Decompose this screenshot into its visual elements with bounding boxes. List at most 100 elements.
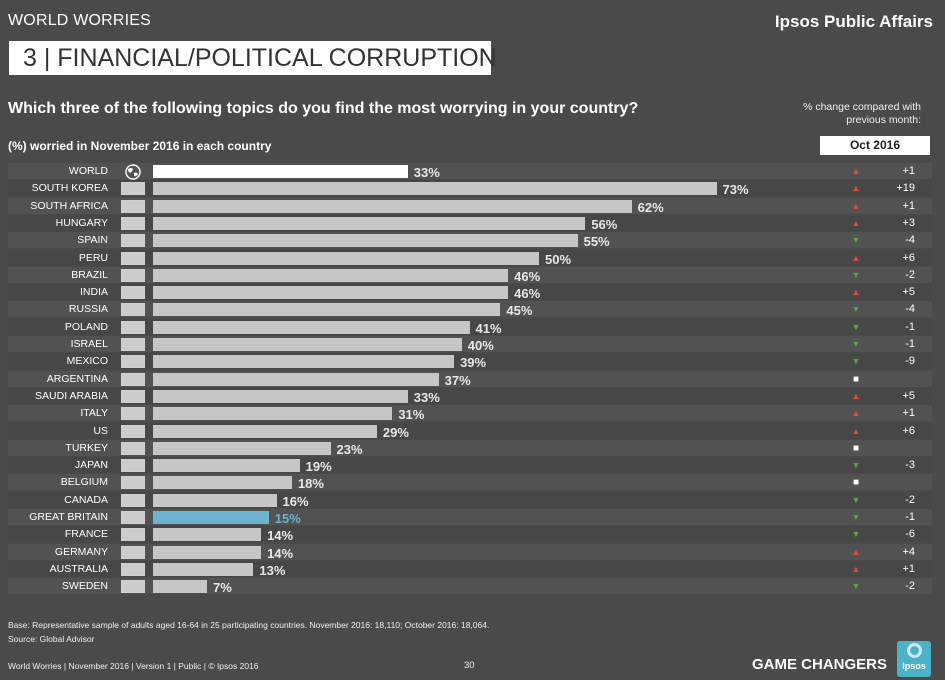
flag-icon xyxy=(121,511,145,524)
category-label: SOUTH KOREA xyxy=(31,182,108,195)
data-label: 15% xyxy=(274,511,301,526)
bar xyxy=(153,199,632,213)
bar xyxy=(153,424,377,438)
bar xyxy=(153,303,501,317)
bar xyxy=(153,389,408,403)
flag-icon xyxy=(121,562,145,576)
data-label: 46% xyxy=(514,268,541,284)
row-stripe xyxy=(8,318,932,335)
data-label: 45% xyxy=(506,303,533,319)
bar xyxy=(153,476,292,490)
flag-icon xyxy=(121,372,145,386)
change-value: -1 xyxy=(905,511,915,523)
flag-icon xyxy=(121,234,145,248)
data-label: 50% xyxy=(545,251,572,267)
bar xyxy=(153,338,462,351)
change-value: +5 xyxy=(902,389,915,402)
bar xyxy=(153,286,509,300)
row-stripe xyxy=(8,405,932,422)
change-value: -9 xyxy=(905,355,915,368)
change-value: +19 xyxy=(896,182,915,195)
chart-row: GREAT BRITAIN 15% ▼ -1 xyxy=(0,509,945,526)
bar xyxy=(153,545,262,559)
square-icon: ■ xyxy=(852,442,860,454)
data-label: 14% xyxy=(267,545,294,561)
category-label: SAUDI ARABIA xyxy=(35,389,108,402)
row-stripe xyxy=(8,474,932,491)
chart-row: RUSSIA 45% ▼ -4 xyxy=(0,301,945,318)
change-value: +1 xyxy=(902,562,915,575)
category-label: GREAT BRITAIN xyxy=(29,511,108,523)
triangle-down-icon: ▼ xyxy=(851,321,861,332)
ipsos-logo: Ipsos xyxy=(897,641,931,677)
row-stripe xyxy=(8,422,932,439)
tagline: GAME CHANGERS xyxy=(751,656,887,673)
category-label: SOUTH AFRICA xyxy=(30,199,108,212)
category-label: CANADA xyxy=(64,493,108,506)
flag-icon xyxy=(121,216,145,230)
data-label: 29% xyxy=(382,424,409,440)
triangle-down-icon: ▼ xyxy=(851,356,861,367)
flag-icon xyxy=(121,251,145,265)
category-label: AUSTRALIA xyxy=(49,562,108,575)
logo-text: Ipsos xyxy=(902,661,926,671)
data-label: 37% xyxy=(444,372,471,388)
chart-row: US 29% ▲ +6 xyxy=(0,422,945,440)
flag-icon xyxy=(121,303,145,317)
data-label: 23% xyxy=(336,441,363,457)
data-label: 62% xyxy=(637,199,664,215)
chart-row: SPAIN 55% ▼ -4 xyxy=(0,232,945,249)
row-stripe xyxy=(8,560,932,577)
triangle-up-icon: ▲ xyxy=(851,408,861,419)
category-label: BRAZIL xyxy=(71,268,108,281)
chart-row: ITALY 31% ▲ +1 xyxy=(0,405,945,422)
category-label: ARGENTINA xyxy=(46,372,108,385)
change-value: -2 xyxy=(905,268,915,281)
chart-row: AUSTRALIA 13% ▲ +1 xyxy=(0,560,945,578)
chart-row: INDIA 46% ▲ +5 xyxy=(0,284,945,301)
flag-icon xyxy=(121,528,145,542)
category-label: JAPAN xyxy=(74,459,108,472)
flag-icon xyxy=(121,182,145,196)
triangle-up-icon: ▲ xyxy=(851,563,861,574)
flag-icon xyxy=(121,320,145,334)
row-stripe xyxy=(8,163,932,179)
footer-info: World Worries | November 2016 | Version … xyxy=(8,661,259,671)
category-label: GERMANY xyxy=(54,545,108,558)
chart-row: BELGIUM 18% ■ xyxy=(0,474,945,491)
data-label: 55% xyxy=(583,234,610,250)
category-label: RUSSIA xyxy=(68,303,108,316)
bar xyxy=(153,528,262,542)
category-label: ITALY xyxy=(80,407,108,420)
triangle-up-icon: ▲ xyxy=(851,425,861,436)
chart-row: HUNGARY 56% ▲ +3 xyxy=(0,214,945,232)
triangle-down-icon: ▼ xyxy=(851,529,861,540)
bar xyxy=(153,407,393,421)
change-value: -3 xyxy=(905,459,915,472)
square-icon: ■ xyxy=(852,477,860,489)
triangle-up-icon: ▲ xyxy=(851,390,861,401)
chart-row: GERMANY 14% ▲ +4 xyxy=(0,543,945,561)
triangle-down-icon: ▼ xyxy=(851,339,861,349)
change-value: -2 xyxy=(905,580,915,593)
data-label: 18% xyxy=(297,476,324,492)
chart-row: JAPAN 19% ▼ -3 xyxy=(0,457,945,474)
bar xyxy=(153,165,408,178)
question-text: Which three of the following topics do y… xyxy=(8,100,639,117)
flag-icon xyxy=(121,459,145,473)
change-value: +5 xyxy=(902,286,915,299)
bar xyxy=(153,580,208,594)
bar xyxy=(153,511,269,524)
triangle-up-icon: ▲ xyxy=(851,183,861,194)
triangle-up-icon: ▲ xyxy=(851,546,861,557)
row-stripe xyxy=(8,457,932,474)
row-stripe xyxy=(8,578,932,595)
change-value: +1 xyxy=(902,165,915,177)
row-stripe xyxy=(8,509,932,525)
data-label: 40% xyxy=(467,338,494,353)
data-label: 73% xyxy=(722,182,749,198)
month-label: Oct 2016 xyxy=(820,136,930,155)
flag-icon xyxy=(121,338,145,351)
triangle-down-icon: ▼ xyxy=(851,512,861,522)
data-label: 46% xyxy=(514,286,541,302)
